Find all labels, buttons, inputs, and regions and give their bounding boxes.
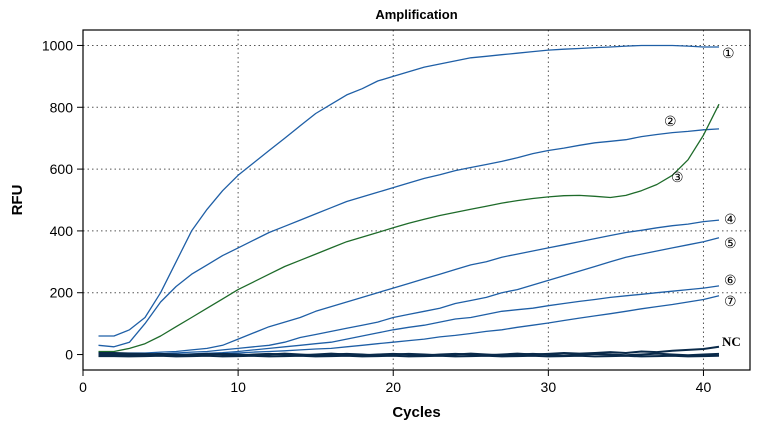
y-tick-label: 0 (65, 347, 73, 363)
x-tick-label: 20 (385, 379, 401, 395)
curve-label-6: ⑥ (724, 273, 737, 289)
series (98, 44, 720, 358)
x-tick-label: 40 (696, 379, 712, 395)
x-axis-label: Cycles (392, 404, 440, 421)
series-line-1 (98, 44, 719, 337)
y-axis-label: RFU (9, 185, 26, 216)
curve-label-1: ① (722, 46, 735, 62)
y-tick-label: 1000 (42, 37, 73, 53)
y-tick-label: 400 (50, 223, 74, 239)
chart-title: Amplification (375, 7, 457, 22)
series-line-6 (98, 285, 720, 356)
series-line-NC-b (98, 352, 720, 357)
series-line-2 (98, 128, 720, 348)
y-tick-label: 800 (50, 99, 74, 115)
ticks: 0 200 400 600 800 1000 0 10 20 30 40 (42, 37, 712, 395)
curve-labels: ① ② ③ ④ ⑤ ⑥ ⑦ NC (664, 46, 741, 349)
series-line-NC-c (98, 354, 720, 358)
series-line-4 (98, 219, 720, 354)
series-line-7 (98, 295, 720, 356)
grid (83, 30, 750, 370)
curve-label-5: ⑤ (724, 236, 737, 252)
y-tick-label: 200 (50, 285, 74, 301)
x-tick-label: 30 (541, 379, 557, 395)
series-line-5 (98, 237, 720, 356)
curve-label-7: ⑦ (724, 294, 737, 310)
curve-label-3: ③ (671, 170, 684, 186)
curve-label-2: ② (664, 114, 677, 130)
curve-label-NC: NC (722, 334, 741, 349)
series-line-3 (98, 103, 720, 353)
plot-frame (82, 29, 751, 371)
x-tick-label: 0 (79, 379, 87, 395)
curve-label-4: ④ (724, 212, 737, 228)
x-tick-label: 10 (230, 379, 246, 395)
y-tick-label: 600 (50, 161, 74, 177)
